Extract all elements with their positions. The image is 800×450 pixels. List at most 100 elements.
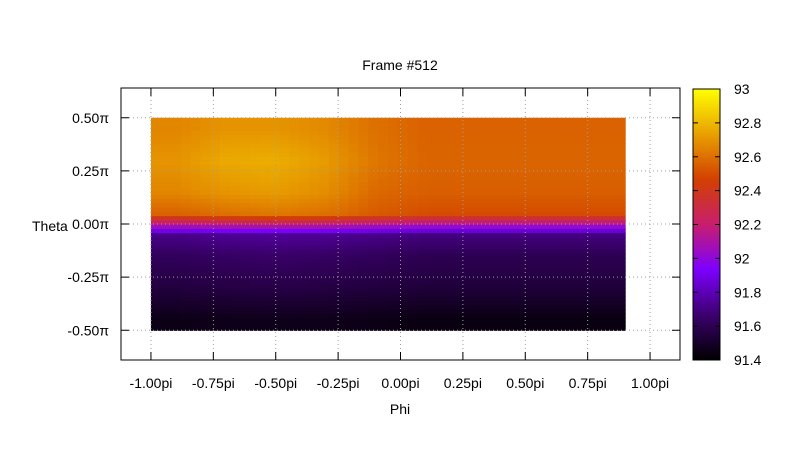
heatmap-cell — [417, 266, 429, 272]
heatmap-cell — [200, 207, 211, 212]
heatmap-cell — [417, 245, 429, 251]
heatmap-cell — [437, 245, 448, 251]
heatmap-cell — [289, 304, 300, 310]
heatmap-cell — [407, 296, 419, 302]
heatmap-cell — [615, 215, 626, 221]
heatmap-cell — [210, 126, 221, 132]
heatmap-cell — [546, 173, 557, 178]
heatmap-cell — [397, 143, 409, 149]
heatmap-cell — [368, 207, 379, 212]
heatmap-cell — [516, 313, 527, 319]
heatmap-cell — [378, 309, 389, 314]
heatmap-cell — [180, 292, 192, 297]
heatmap-cell — [595, 249, 606, 255]
heatmap-cell — [467, 304, 478, 310]
heatmap-cell — [437, 139, 448, 144]
heatmap-cell — [476, 232, 488, 238]
heatmap-cell — [595, 321, 606, 327]
heatmap-cell — [447, 224, 458, 229]
heatmap-cell — [447, 156, 458, 161]
heatmap-cell — [160, 198, 172, 204]
heatmap-cell — [496, 287, 508, 293]
heatmap-cell — [615, 326, 626, 331]
heatmap-cell — [516, 207, 527, 212]
heatmap-cell — [595, 326, 606, 331]
heatmap-cell — [289, 215, 300, 221]
heatmap-cell — [180, 181, 192, 187]
heatmap-cell — [229, 224, 241, 229]
heatmap-cell — [160, 326, 172, 331]
heatmap-cell — [427, 151, 439, 157]
heatmap-cell — [407, 173, 419, 178]
heatmap-cell — [565, 126, 577, 132]
heatmap-cell — [249, 202, 261, 208]
heatmap-cell — [200, 313, 211, 319]
heatmap-cell — [338, 326, 350, 331]
heatmap-cell — [239, 258, 251, 263]
heatmap-cell — [585, 194, 597, 200]
heatmap-cell — [575, 168, 587, 174]
heatmap-cell — [486, 279, 498, 285]
heatmap-cell — [170, 249, 182, 255]
heatmap-cell — [318, 211, 330, 217]
heatmap-cell — [546, 270, 557, 276]
heatmap-cell — [279, 211, 290, 217]
heatmap-cell — [565, 321, 577, 327]
heatmap-cell — [496, 304, 508, 310]
heatmap-cell — [447, 185, 458, 191]
heatmap-cell — [615, 275, 626, 280]
heatmap-cell — [595, 236, 606, 242]
heatmap-cell — [318, 151, 330, 157]
heatmap-cell — [279, 224, 290, 229]
heatmap-cell — [210, 224, 221, 229]
heatmap-cell — [427, 198, 439, 204]
heatmap-cell — [368, 215, 379, 221]
heatmap-cell — [585, 185, 597, 191]
heatmap-cell — [210, 232, 221, 238]
heatmap-cell — [447, 292, 458, 297]
heatmap-cell — [615, 270, 626, 276]
heatmap-cell — [309, 241, 320, 246]
heatmap-cell — [200, 266, 211, 272]
heatmap-cell — [546, 313, 557, 319]
heatmap-cell — [279, 219, 290, 225]
heatmap-cell — [457, 300, 468, 306]
heatmap-cell — [269, 266, 280, 272]
heatmap-cell — [397, 122, 409, 127]
heatmap-cell — [180, 194, 192, 200]
heatmap-cell — [516, 147, 527, 153]
heatmap-cell — [615, 198, 626, 204]
heatmap-cell — [309, 198, 320, 204]
heatmap-cell — [447, 117, 458, 123]
heatmap-cell — [338, 287, 350, 293]
heatmap-cell — [299, 228, 310, 234]
heatmap-cell — [180, 249, 192, 255]
heatmap-cell — [229, 279, 241, 285]
heatmap-cell — [506, 326, 518, 331]
heatmap-cell — [575, 245, 587, 251]
heatmap-cell — [496, 211, 508, 217]
heatmap-cell — [299, 151, 310, 157]
heatmap-cell — [447, 232, 458, 238]
heatmap-cell — [546, 275, 557, 280]
heatmap-cell — [476, 313, 488, 319]
heatmap-cell — [615, 232, 626, 238]
heatmap-cell — [417, 241, 429, 246]
heatmap-cell — [407, 202, 419, 208]
heatmap-cell — [229, 236, 241, 242]
heatmap-cell — [309, 211, 320, 217]
heatmap-cell — [397, 317, 409, 323]
heatmap-cell — [486, 177, 498, 183]
heatmap-cell — [417, 313, 429, 319]
heatmap-cell — [200, 160, 211, 166]
heatmap-cell — [486, 283, 498, 289]
heatmap-cell — [170, 215, 182, 221]
heatmap-cell — [615, 224, 626, 229]
heatmap-cell — [536, 262, 547, 268]
heatmap-cell — [555, 258, 567, 263]
heatmap-cell — [437, 147, 448, 153]
heatmap-cell — [506, 279, 518, 285]
heatmap-cell — [180, 134, 192, 140]
heatmap-cell — [358, 181, 369, 187]
heatmap-cell — [220, 300, 231, 306]
